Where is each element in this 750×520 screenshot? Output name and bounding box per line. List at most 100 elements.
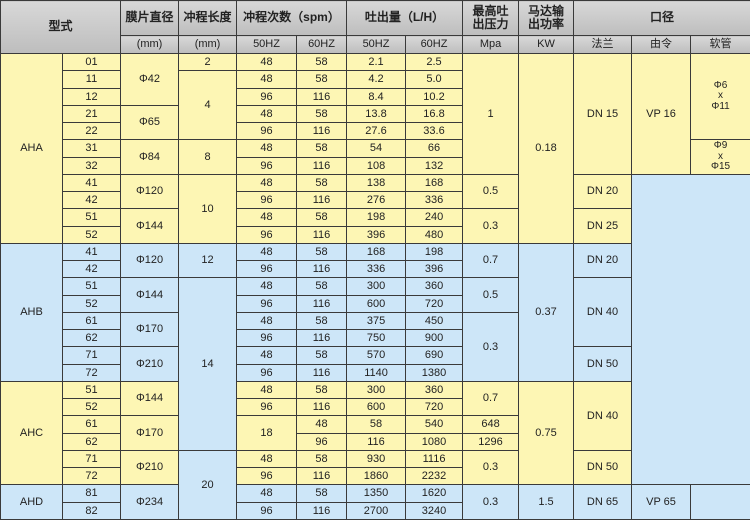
header-spm: 冲程次数（spm） [236,0,348,36]
table-cell: Φ144 [120,208,180,244]
table-cell: 52 [61,294,122,313]
table-cell: 336 [346,259,407,279]
table-cell: 0.75 [518,380,575,486]
table-cell: 48 [236,139,298,158]
table-cell: 58 [296,208,348,227]
table-cell: 21 [61,104,122,124]
table-cell: 2700 [346,501,407,520]
table-cell: 3240 [405,501,464,520]
table-cell: 720 [405,397,464,417]
table-row: 42 96 116 336 396 [1,259,750,279]
table-cell: DN 20 [573,173,633,210]
table-cell: 1620 [405,484,464,503]
table-cell: 1380 [405,363,464,382]
table-cell: 12 [178,242,238,279]
table-row: 41 Φ120 10 48 58 138 168 0.5 DN 20 [1,173,750,486]
table-cell: 96 [236,328,298,348]
table-row: 52 96 116 600 720 [1,294,750,313]
table-cell: 336 [405,190,464,210]
table-cell: 82 [61,501,122,520]
table-cell: VP 65 [631,484,692,520]
table-cell: 116 [296,397,348,417]
table-body: AHA 01 Φ42 2 48 58 2.1 2.5 1 0.18 DN 15 VP 16 Φ6 x Φ… [0,52,750,520]
table-cell: 8 [178,139,238,175]
table-row: 72 96 116 1860 2232 [1,466,750,486]
table-cell: 48 [236,311,298,331]
table-cell: VP 16 [631,53,692,175]
table-cell: 11 [61,70,122,89]
table-cell: 360 [405,380,464,400]
table-cell: 116 [346,432,407,451]
table-cell: Φ170 [120,415,180,451]
table-cell: DN 20 [573,242,633,279]
table-cell: 62 [61,432,122,451]
table-cell: 1140 [346,363,407,382]
table-row: 62 96 116 1080 1296 [1,432,750,451]
table-cell: 116 [296,363,348,382]
table-cell: 360 [405,277,464,296]
table-cell: 720 [405,294,464,313]
table-row: 61 Φ170 48 58 375 450 0.3 [1,311,750,382]
header-flow-50hz: 50HZ [346,35,407,54]
table-cell: 116 [296,294,348,313]
table-cell: 0.37 [518,242,575,382]
table-cell: 48 [236,52,298,72]
table-cell: 1.5 [518,484,575,520]
table-cell: 600 [346,294,407,313]
table-cell: Φ120 [120,173,180,210]
table-cell: 96 [236,190,298,210]
table-cell: 58 [296,242,348,262]
table-cell: 58 [296,139,348,158]
table-cell: 33.6 [405,121,464,141]
table-cell: 396 [346,225,407,244]
table-cell: Φ9 x Φ15 [690,139,750,175]
header-power-unit: KW [518,35,575,54]
table-cell: 570 [346,346,407,365]
table-cell: 32 [61,156,122,175]
table-cell: 0.7 [462,242,520,279]
table-cell: 81 [61,484,122,503]
table-row: AHA 01 Φ42 2 48 58 2.1 2.5 1 0.18 DN 15 VP 16 Φ6 x Φ… [0,52,750,244]
table-cell: 96 [236,225,298,244]
table-cell: 116 [296,501,348,520]
header-union: 由令 [631,35,692,54]
table-cell: 96 [296,432,348,451]
header-flow: 吐出量（L/H） [346,0,464,36]
table-cell: 58 [296,311,348,331]
table-row: 21 Φ65 48 58 13.8 16.8 [1,104,750,141]
table-cell: 58 [296,449,348,469]
table-cell: 48 [236,70,298,89]
table-cell: 01 [61,52,122,72]
table-cell: 375 [346,311,407,331]
table-cell: 300 [346,277,407,296]
table-cell: AHA [0,53,63,244]
table-cell: 1116 [405,449,464,469]
table-cell: 66 [405,139,464,158]
table-cell: 71 [61,346,122,365]
table-row: 71 Φ210 48 58 570 690 DN 50 [1,346,750,382]
header-model: 型式 [0,0,122,54]
table-cell: 20 [178,449,238,520]
table-row: 22 96 116 27.6 33.6 [1,121,750,141]
table-cell: 48 [236,173,298,193]
header-diaphragm-unit: (mm) [120,35,180,54]
table-cell: 58 [346,415,407,434]
table-cell: 108 [346,156,407,175]
table-cell: 4.2 [346,70,407,89]
table-cell: 0.18 [518,53,575,244]
table-cell: 116 [296,87,348,106]
table-cell: 4 [178,70,238,141]
table-cell: 42 [61,190,122,210]
header-hose: 软管 [690,35,750,54]
table-cell: 42 [61,259,122,279]
table-cell: 48 [236,449,298,469]
table-cell [631,173,750,486]
table-cell: 8.4 [346,87,407,106]
table-cell: 61 [61,415,122,434]
table-cell: Φ144 [120,380,180,417]
table-cell: DN 50 [573,449,633,486]
table-cell: 116 [296,225,348,244]
table-cell: 58 [296,173,348,193]
table-cell: 750 [346,328,407,348]
table-cell: 0.3 [462,311,520,382]
